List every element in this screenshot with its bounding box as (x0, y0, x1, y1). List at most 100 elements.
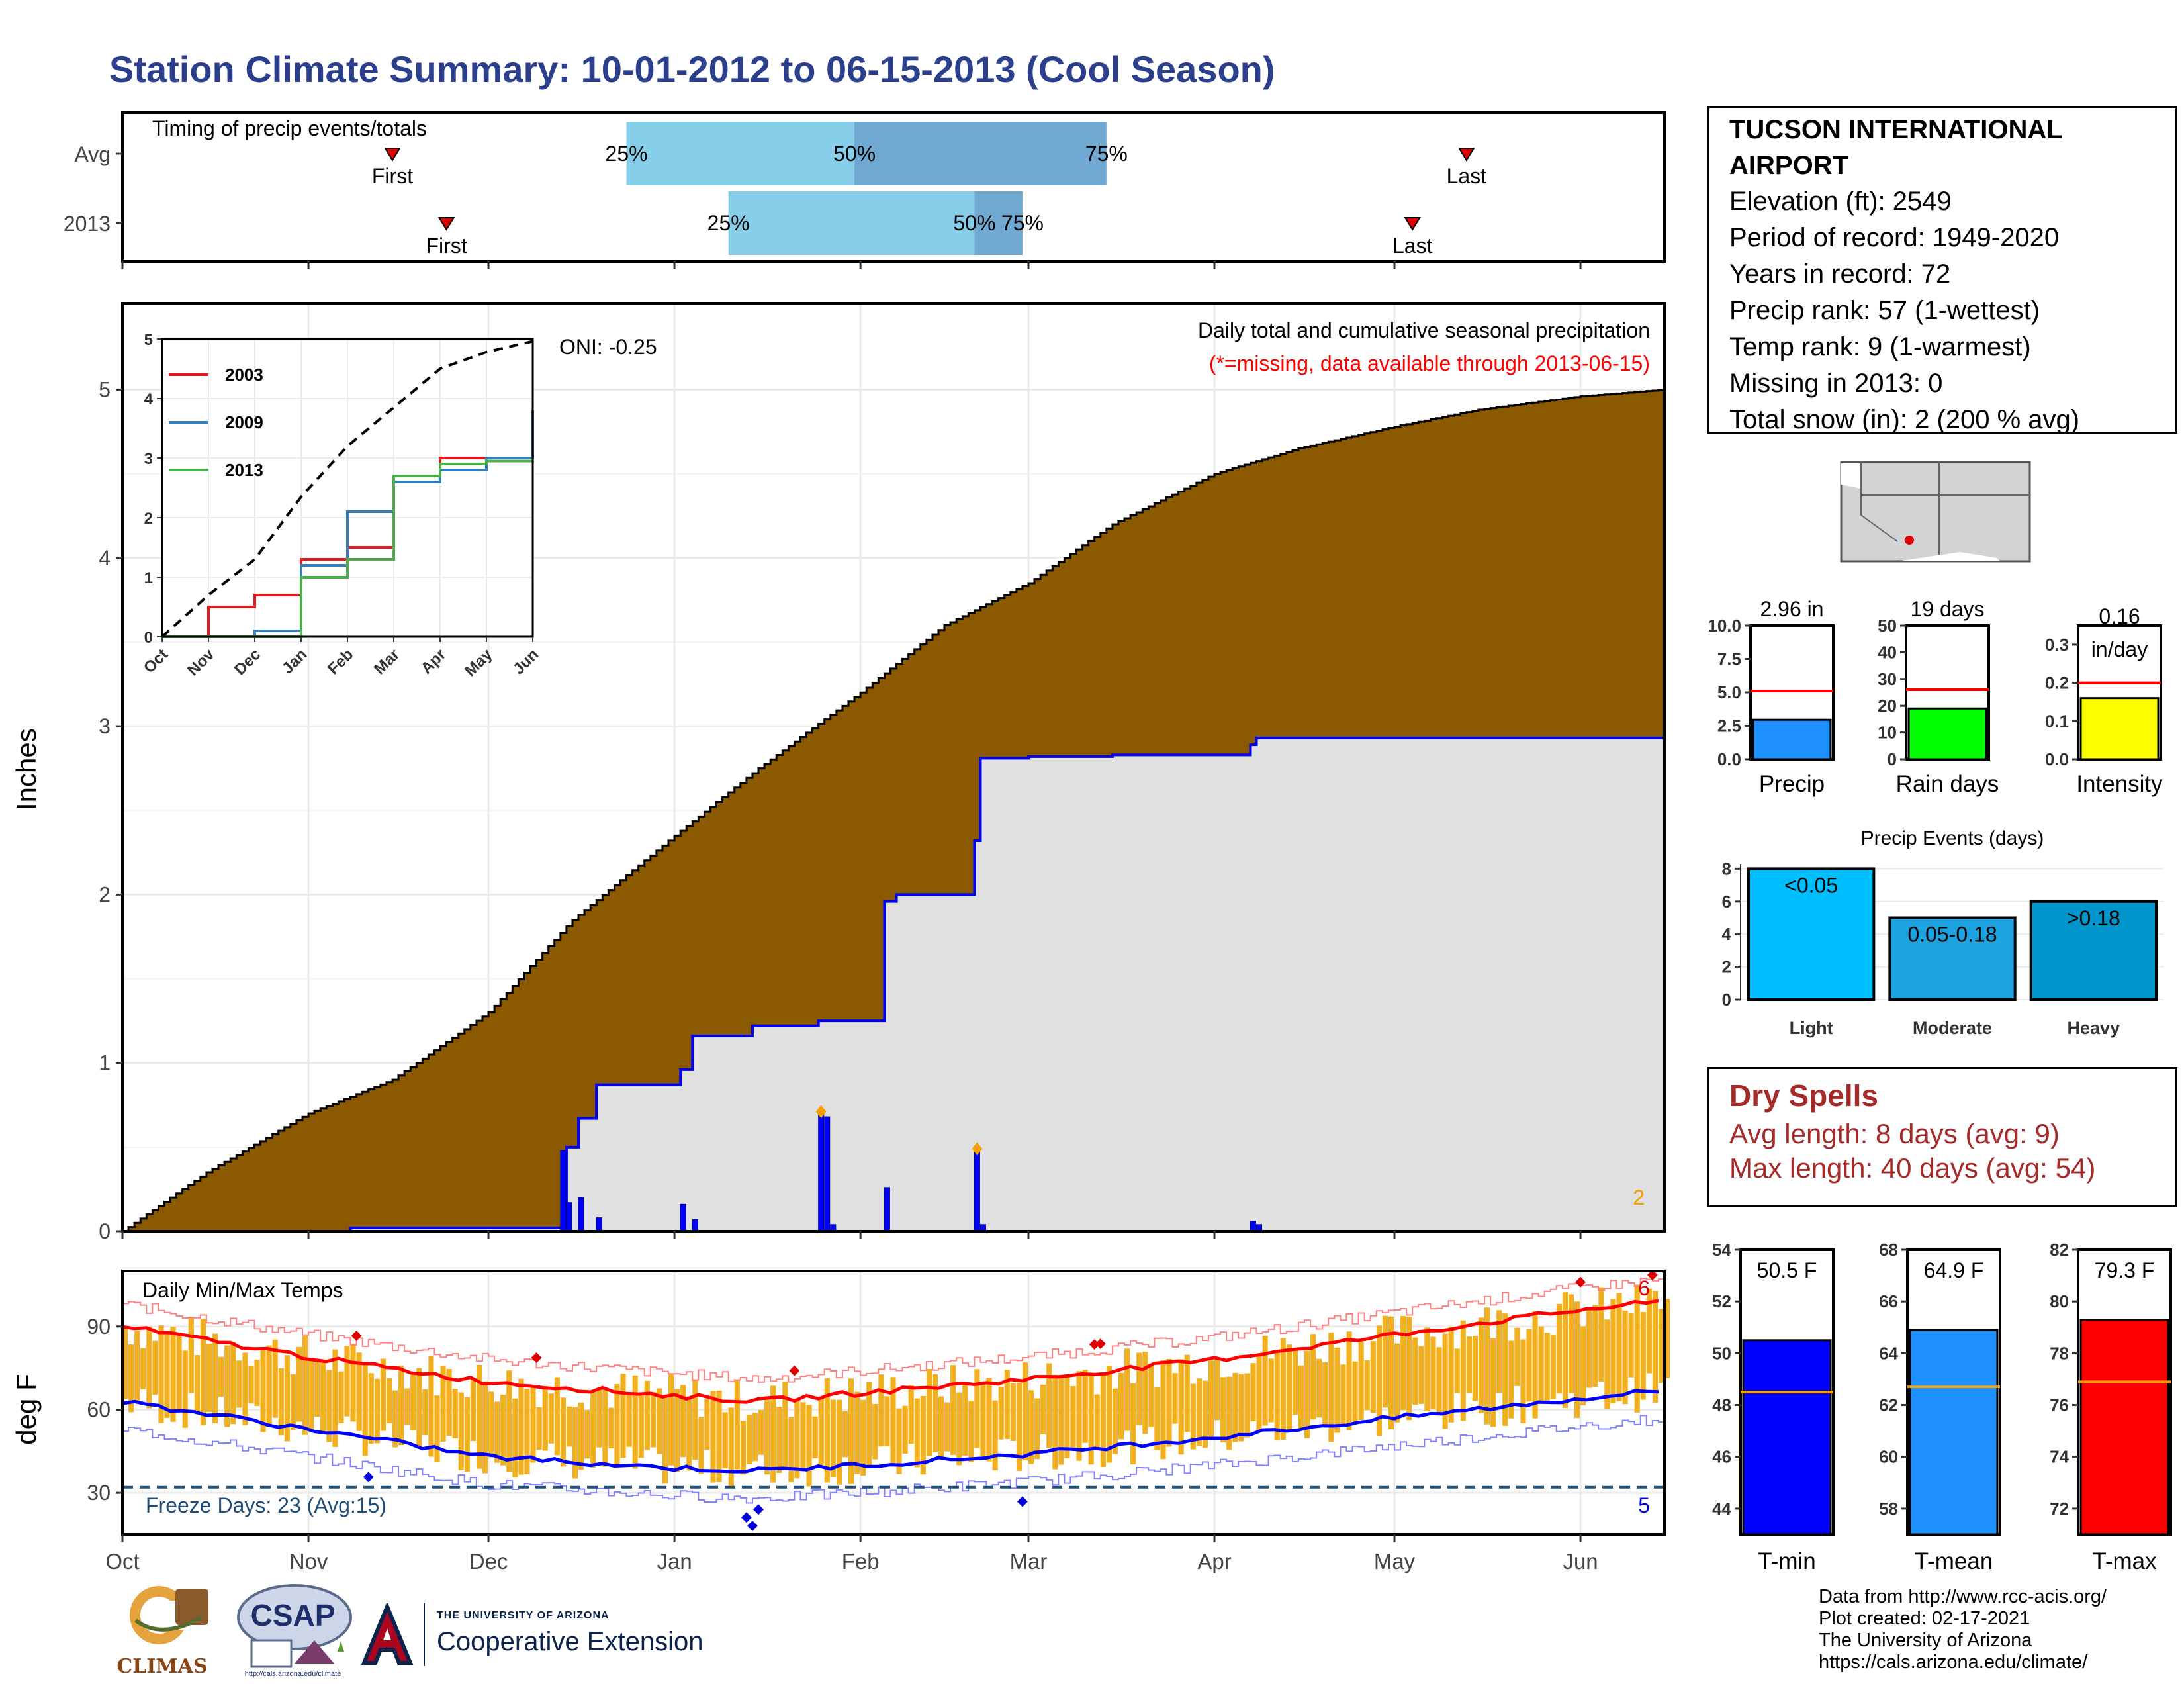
daily-temp-bar-128 (890, 1377, 896, 1467)
summary-0-tick-label-0: 0.0 (1717, 749, 1741, 769)
events-tick-label-4: 8 (1722, 859, 1731, 878)
record-max-count: 6 (1638, 1276, 1650, 1300)
daily-temp-bar-144 (986, 1378, 992, 1462)
daily-temp-bar-117 (824, 1378, 830, 1483)
precip-highlight-marker-1 (972, 1142, 983, 1156)
timing-bar-25-50-current (728, 191, 975, 255)
daily-temp-bar-58 (470, 1378, 476, 1442)
daily-temp-bar-7 (164, 1333, 170, 1418)
daily-temp-bar-174 (1166, 1358, 1172, 1447)
summary-name-1: Rain days (1896, 771, 1999, 797)
record-min-marker-1 (741, 1512, 752, 1523)
precip-note-missing: (*=missing, data available through 2013-… (1209, 352, 1650, 375)
daily-temp-bar-148 (1010, 1382, 1016, 1441)
daily-temp-bar-213 (1400, 1315, 1406, 1410)
daily-temp-bar-245 (1592, 1305, 1598, 1387)
daily-temp-bar-234 (1526, 1329, 1532, 1402)
timing-label-50-current: 50% (953, 211, 995, 235)
record-min-marker-0 (363, 1472, 374, 1483)
inset-y-tick-label-1: 1 (144, 569, 153, 587)
record-max-envelope (122, 1277, 1665, 1383)
daily-temp-bar-175 (1172, 1373, 1178, 1424)
daily-temp-bar-34 (326, 1370, 332, 1442)
daily-temp-bar-109 (776, 1407, 782, 1474)
daily-precip-bar-2 (578, 1197, 584, 1232)
summary-bar-0 (1752, 718, 1832, 761)
daily-temp-bar-182 (1214, 1358, 1220, 1421)
daily-temp-bar-179 (1196, 1378, 1202, 1446)
precip-y-tick-label-1: 1 (99, 1051, 111, 1075)
daily-temp-bar-193 (1280, 1338, 1286, 1440)
daily-temp-bar-172 (1154, 1387, 1160, 1450)
events-bar-label-Light: <0.05 (1784, 873, 1838, 897)
daily-temp-bar-64 (506, 1370, 512, 1472)
daily-temp-bar-106 (758, 1409, 764, 1455)
station-snow: Total snow (in): 2 (200 % avg) (1729, 405, 2080, 434)
timing-row-label-current: 2013 (64, 212, 111, 236)
daily-temp-bar-59 (476, 1365, 482, 1469)
daily-temp-bar-12 (194, 1355, 200, 1415)
daily-temp-bar-162 (1094, 1394, 1100, 1449)
daily-temp-bar-214 (1406, 1317, 1412, 1421)
daily-temp-bar-226 (1478, 1317, 1484, 1413)
daily-temp-bar-217 (1424, 1327, 1430, 1412)
record-min-marker-3 (753, 1504, 764, 1515)
daily-temp-bar-141 (968, 1401, 974, 1462)
daily-temp-bar-157 (1064, 1376, 1070, 1458)
daily-temp-bar-0 (122, 1327, 128, 1399)
daily-temp-bar-189 (1256, 1355, 1262, 1432)
daily-temp-bar-19 (236, 1360, 242, 1408)
daily-temp-bar-87 (644, 1380, 650, 1450)
daily-temp-bar-132 (914, 1398, 920, 1468)
temp-summary-bars: 44 46 48 50 52 54 50.5 F T-min 58 60 62 64 66 68 64.9 … (1712, 1240, 2172, 1574)
station-precip-rank: Precip rank: 57 (1-wettest) (1729, 296, 2040, 325)
daily-temp-bar-151 (1028, 1390, 1034, 1464)
tsummary-1-tick-label-3: 64 (1879, 1343, 1898, 1363)
summary-0-tick-label-4: 10.0 (1707, 616, 1741, 635)
tsummary-bar-0 (1742, 1339, 1832, 1536)
daily-temp-bar-101 (728, 1407, 734, 1489)
daily-temp-bar-23 (260, 1350, 266, 1432)
daily-temp-bar-79 (596, 1388, 602, 1448)
tsummary-bar-1 (1909, 1329, 1999, 1536)
daily-temp-bar-42 (374, 1378, 380, 1444)
month-label-May: May (1374, 1549, 1416, 1573)
daily-temp-bar-70 (542, 1387, 548, 1451)
events-bar-Heavy (2029, 900, 2158, 1002)
daily-temp-bar-14 (206, 1344, 212, 1412)
timing-label-75-current: 75% (1001, 211, 1044, 235)
timing-row-label-avg: Avg (74, 142, 111, 166)
timing-label-25-avg: 25% (606, 142, 648, 165)
ua-logo-divider (424, 1603, 425, 1666)
dry-spells-box: Dry Spells Avg length: 8 days (avg: 9) M… (1707, 1067, 2177, 1207)
daily-temp-bar-91 (668, 1374, 674, 1466)
daily-temp-bar-143 (980, 1382, 986, 1456)
daily-temp-bar-239 (1556, 1303, 1562, 1394)
temp-frame (121, 1270, 1666, 1536)
daily-temp-bar-177 (1184, 1354, 1190, 1432)
daily-temp-bar-208 (1370, 1341, 1376, 1413)
map-station-dot (1905, 536, 1914, 545)
daily-temp-bar-17 (224, 1345, 230, 1427)
daily-temp-bar-118 (830, 1399, 836, 1477)
daily-temp-bar-103 (740, 1421, 746, 1475)
tsummary-0-tick-label-3: 50 (1712, 1343, 1731, 1363)
temp-y-label: deg F (11, 1374, 42, 1445)
daily-temp-bar-198 (1310, 1334, 1316, 1420)
daily-temp-bar-112 (794, 1399, 800, 1479)
daily-temp-bar-35 (332, 1349, 338, 1447)
daily-temp-bar-254 (1646, 1288, 1652, 1374)
daily-temp-bar-134 (926, 1368, 932, 1456)
events-title: Precip Events (days) (1861, 827, 2044, 849)
precip-frame (121, 302, 1666, 1233)
timing-label-50-avg: 50% (833, 142, 876, 165)
temp-y-tick-label-1: 60 (87, 1397, 111, 1421)
daily-temp-bar-114 (806, 1405, 812, 1487)
daily-temp-bar-78 (590, 1392, 596, 1468)
station-missing: Missing in 2013: 0 (1729, 369, 1943, 398)
tsummary-0-tick-label-5: 54 (1712, 1240, 1731, 1260)
avg-max-line (122, 1299, 1659, 1404)
daily-temp-bar-89 (656, 1388, 662, 1454)
daily-precip-bar-7 (824, 1116, 831, 1232)
